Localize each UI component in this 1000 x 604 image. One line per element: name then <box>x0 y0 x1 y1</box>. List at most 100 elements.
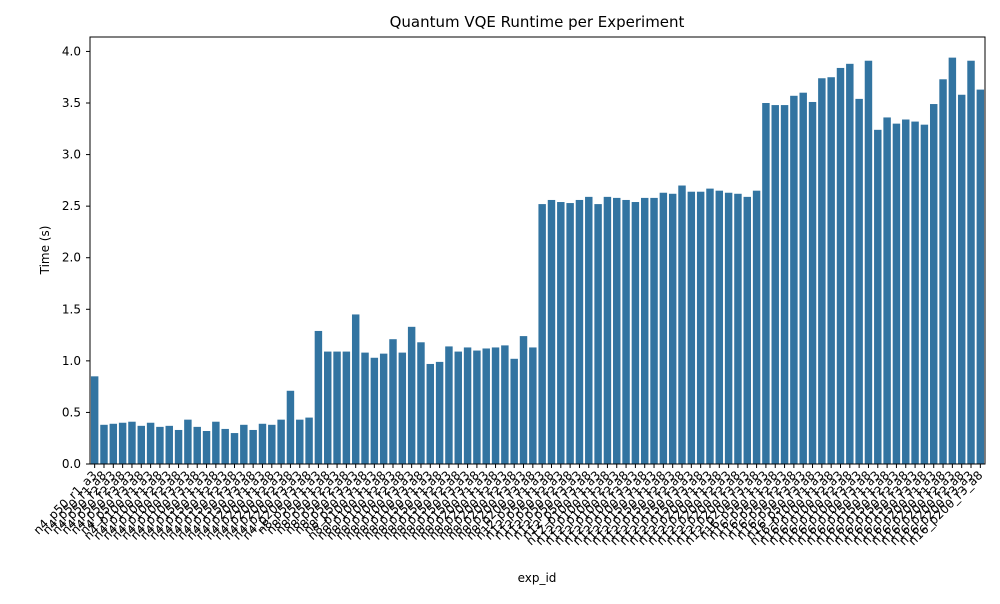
bar <box>118 422 127 464</box>
bar <box>417 342 425 464</box>
bar <box>836 67 845 465</box>
bar <box>566 203 574 465</box>
bar <box>100 424 108 464</box>
bar <box>510 358 518 464</box>
bar <box>799 92 807 465</box>
bar <box>351 314 360 464</box>
bar <box>230 433 239 464</box>
bar <box>855 98 863 464</box>
bar <box>808 101 817 464</box>
bar <box>864 60 873 464</box>
bar <box>249 429 257 464</box>
bar <box>174 429 183 464</box>
bar <box>622 199 630 464</box>
bar <box>668 193 677 464</box>
bar <box>752 190 761 464</box>
bar <box>892 123 901 464</box>
bar <box>277 419 285 464</box>
bar <box>846 63 854 464</box>
bar <box>771 105 779 465</box>
bar <box>146 422 155 464</box>
bar <box>640 197 649 464</box>
bar <box>426 363 435 464</box>
y-tick-label: 0.0 <box>62 457 81 471</box>
bar <box>296 419 304 464</box>
bar <box>659 192 668 464</box>
bar <box>342 351 351 464</box>
bar <box>715 190 724 464</box>
y-tick-label: 1.5 <box>62 302 81 316</box>
bar <box>603 196 612 464</box>
y-tick-label: 2.0 <box>62 251 81 265</box>
bar <box>874 129 882 464</box>
bar <box>379 353 388 464</box>
bar <box>706 188 714 464</box>
bar <box>193 426 201 464</box>
bar <box>631 202 640 464</box>
y-axis-label: Time (s) <box>38 226 52 276</box>
bar <box>156 426 164 464</box>
y-tick-label: 4.0 <box>62 44 81 58</box>
bar <box>976 89 985 465</box>
bar <box>734 193 742 464</box>
bar <box>818 78 826 464</box>
bar <box>650 197 658 464</box>
bar <box>202 430 211 464</box>
bar <box>165 425 173 464</box>
bar <box>90 376 99 464</box>
bar <box>678 185 686 465</box>
x-axis-label: exp_id <box>518 571 557 585</box>
bar <box>473 350 481 464</box>
bar <box>258 423 267 464</box>
bar <box>305 417 313 464</box>
bar <box>538 204 546 464</box>
bar <box>948 57 957 464</box>
bar <box>435 361 444 464</box>
y-tick-label: 3.0 <box>62 148 81 162</box>
bar <box>920 124 929 465</box>
bar <box>585 196 593 464</box>
bar <box>333 351 341 464</box>
bar <box>109 423 118 464</box>
bar <box>454 351 462 464</box>
bar <box>324 351 332 464</box>
bar <box>445 346 453 464</box>
bar <box>221 428 229 464</box>
bar <box>575 199 584 464</box>
bar <box>743 196 751 464</box>
bar <box>137 425 146 464</box>
bar <box>240 424 248 464</box>
bar <box>957 94 966 464</box>
bar <box>762 103 770 465</box>
y-tick-label: 2.5 <box>62 199 81 213</box>
bar <box>212 421 220 464</box>
bar <box>939 79 947 464</box>
bar <box>501 345 509 464</box>
bar <box>491 347 500 464</box>
bar <box>594 204 602 464</box>
bar <box>967 60 975 464</box>
y-tick-label: 3.5 <box>62 96 81 110</box>
bar <box>911 121 919 464</box>
chart-title: Quantum VQE Runtime per Experiment <box>390 13 685 31</box>
bar <box>463 347 472 464</box>
bar <box>613 197 621 464</box>
y-tick-label: 1.0 <box>62 354 81 368</box>
bar <box>128 421 136 464</box>
bar <box>361 352 369 464</box>
bar <box>389 339 397 464</box>
y-tick-label: 0.5 <box>62 405 81 419</box>
bar <box>790 95 798 464</box>
bar <box>883 117 891 464</box>
bar <box>780 105 789 465</box>
bar <box>268 424 276 464</box>
bar <box>286 390 295 464</box>
bar <box>370 357 379 464</box>
bar <box>902 119 910 464</box>
bar <box>314 330 323 464</box>
bar <box>687 191 696 464</box>
bar <box>827 77 835 464</box>
bar <box>482 348 490 464</box>
bar <box>557 202 565 464</box>
